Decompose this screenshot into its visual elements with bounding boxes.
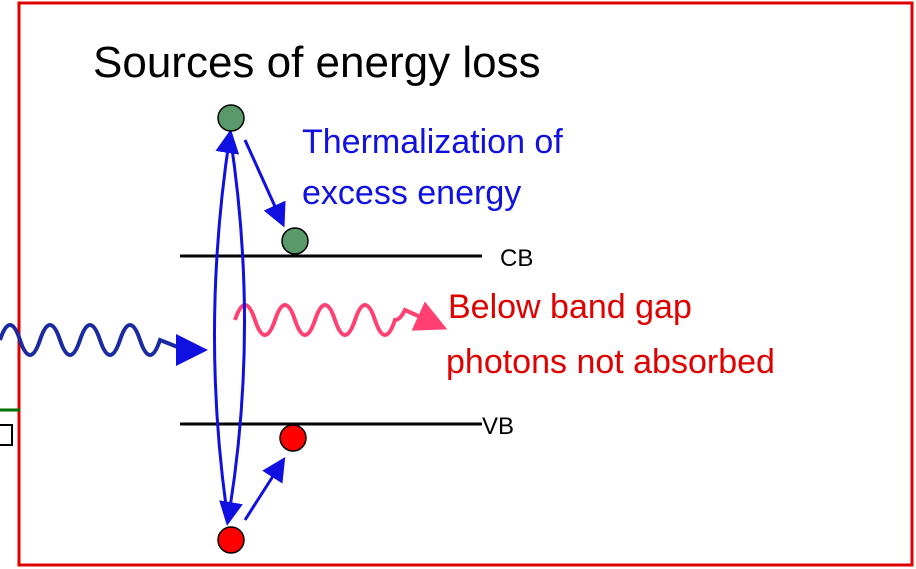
electron — [281, 227, 309, 255]
excitation-arrow — [219, 134, 246, 526]
frame — [17, 1, 914, 567]
hole — [279, 424, 307, 452]
thermalization-line: excess energy — [302, 174, 521, 212]
below-gap-line: Below band gap — [448, 288, 692, 326]
electron-relax-arrow — [243, 139, 286, 228]
hot-hole — [217, 526, 245, 554]
edge-fragment — [0, 424, 13, 446]
incoming-photon — [0, 323, 208, 366]
cb-label: CB — [500, 245, 533, 272]
thermalization-line: Thermalization of — [302, 123, 563, 161]
vb-label: VB — [482, 413, 514, 440]
hot-electron — [217, 104, 245, 132]
unabsorbed-photon — [233, 301, 448, 337]
hole-relax-arrow — [243, 456, 286, 521]
excitation-arrow — [213, 129, 240, 521]
below-gap-line: photons not absorbed — [446, 343, 775, 381]
title: Sources of energy loss — [93, 38, 541, 87]
